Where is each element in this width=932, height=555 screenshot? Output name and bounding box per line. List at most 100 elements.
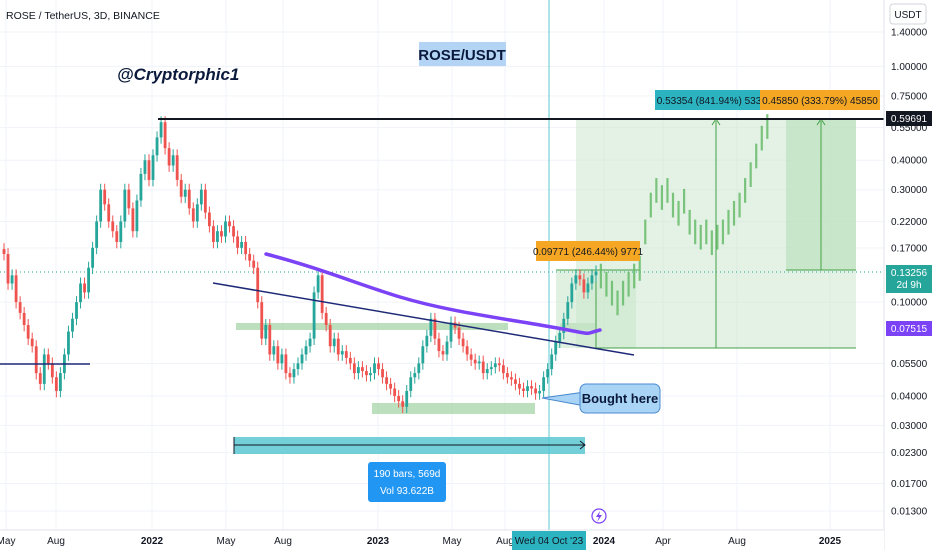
candle-body xyxy=(22,312,26,325)
projected-bar xyxy=(677,200,680,226)
title-box-label: ROSE/USDT xyxy=(418,47,506,64)
moving-average xyxy=(264,252,602,335)
candle-body xyxy=(236,236,239,248)
candle-body xyxy=(526,386,529,391)
candle-body xyxy=(393,388,397,396)
candle-body xyxy=(582,279,586,293)
candle-body xyxy=(594,271,598,276)
projected-bar xyxy=(694,219,697,245)
candle-body xyxy=(373,363,376,374)
candle-body xyxy=(167,148,171,166)
candle-body xyxy=(50,363,54,378)
time-axis[interactable] xyxy=(0,530,884,550)
candle-body xyxy=(131,208,135,232)
candle-body xyxy=(324,312,328,325)
y-tick-label: 0.17000 xyxy=(891,243,928,254)
candle-body xyxy=(477,361,481,364)
projected-bar xyxy=(633,263,636,289)
candle-body xyxy=(473,359,477,364)
x-tick-label: Aug xyxy=(274,536,292,547)
candle-body xyxy=(344,351,348,358)
candle-body xyxy=(18,302,22,313)
candle-body xyxy=(67,331,70,355)
candle-body xyxy=(316,275,320,293)
candle-body xyxy=(163,122,167,149)
y-tick-label: 0.30000 xyxy=(891,185,928,196)
candle-body xyxy=(441,351,445,355)
candle-body xyxy=(187,189,191,209)
candle-body xyxy=(288,373,292,378)
candle-body xyxy=(46,354,50,364)
candle-body xyxy=(232,226,235,237)
projected-bar xyxy=(666,178,669,203)
candle-body xyxy=(433,318,437,339)
projected-bar xyxy=(649,192,652,218)
y-tick-label: 0.55000 xyxy=(891,123,928,134)
y-tick-label: 0.04000 xyxy=(891,391,928,402)
currency-button[interactable] xyxy=(889,3,927,25)
title-box xyxy=(419,42,506,66)
candle-body xyxy=(401,401,405,407)
candle-body xyxy=(481,361,485,374)
x-tick-label: 2024 xyxy=(593,536,616,547)
x-tick-label: May xyxy=(217,536,236,547)
candle-body xyxy=(224,221,227,237)
resistance-price-label: 0.59691 xyxy=(891,114,928,125)
cursor-date-badge xyxy=(512,531,586,550)
candle-body xyxy=(195,204,199,222)
candle-body xyxy=(199,189,203,205)
candle-body xyxy=(405,390,409,407)
candle-body xyxy=(99,189,103,222)
candle-body xyxy=(2,249,6,255)
candle-body xyxy=(578,275,582,280)
candle-body xyxy=(304,346,308,355)
candle-body xyxy=(6,254,10,284)
candle-body xyxy=(296,363,300,370)
candle-body xyxy=(179,179,183,197)
candle-body xyxy=(91,247,95,268)
symbol-header[interactable]: ROSE / TetherUS, 3D, BINANCE xyxy=(6,10,160,22)
candle-body xyxy=(497,363,501,366)
candle-body xyxy=(417,363,421,374)
projected-bar xyxy=(755,143,758,169)
candle-body xyxy=(586,283,590,293)
candle-body xyxy=(501,365,505,374)
candle-body xyxy=(123,189,127,222)
candle-body xyxy=(554,341,558,355)
candle-body xyxy=(413,373,417,378)
candle-body xyxy=(574,275,578,284)
candle-body xyxy=(54,377,58,391)
candle-body xyxy=(119,221,123,242)
candle-body xyxy=(159,122,163,138)
candle-body xyxy=(340,351,344,355)
target2-label: 0.53354 (841.94%) 533 xyxy=(657,96,762,107)
candle-body xyxy=(216,231,219,242)
x-tick-label: Apr xyxy=(655,536,671,547)
candle-body xyxy=(220,231,223,237)
x-tick-label: Aug xyxy=(47,536,65,547)
projected-bar xyxy=(738,192,741,218)
candle-body xyxy=(590,275,594,284)
candle-body xyxy=(143,160,147,174)
projected-bar xyxy=(699,224,702,250)
projected-bar xyxy=(688,209,691,235)
candle-body xyxy=(38,373,42,384)
candle-body xyxy=(514,379,517,384)
resistance-price-badge xyxy=(886,111,932,126)
candle-body xyxy=(151,155,155,180)
candle-body xyxy=(461,338,465,347)
candle-body xyxy=(58,373,62,391)
projected-bar xyxy=(605,271,608,297)
bought-here-bubble[interactable] xyxy=(579,383,661,414)
candle-body xyxy=(522,388,525,391)
candle-body xyxy=(449,322,453,342)
target1-box xyxy=(536,241,640,261)
projected-bar xyxy=(671,192,675,218)
candle-body xyxy=(171,155,175,166)
y-tick-label: 1.00000 xyxy=(891,62,928,73)
candle-body xyxy=(332,338,336,347)
candle-body xyxy=(244,241,248,255)
candle-body xyxy=(111,221,115,232)
